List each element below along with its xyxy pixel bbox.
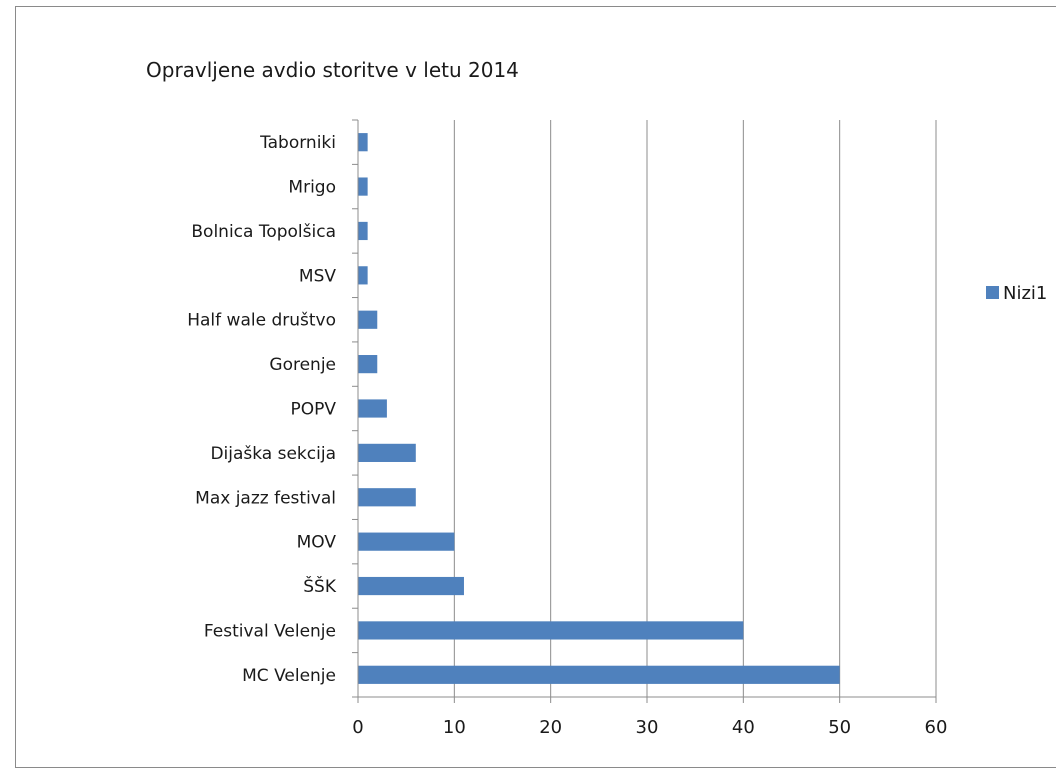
chart-frame (15, 6, 1056, 768)
category-label: ŠŠK (303, 575, 337, 597)
legend-label: Nizi1 (1003, 283, 1047, 304)
x-tick-label: 60 (925, 717, 948, 738)
category-label: Festival Velenje (204, 621, 336, 641)
bar (358, 443, 416, 462)
bar (358, 399, 387, 418)
gridlines (453, 120, 937, 697)
category-label: MC Velenje (242, 666, 336, 686)
bar (358, 532, 455, 551)
x-tick-label: 50 (828, 717, 851, 738)
category-label: Half wale društvo (187, 311, 336, 331)
bar (358, 221, 368, 241)
category-label: POPV (290, 400, 336, 420)
bar (358, 310, 378, 329)
bar (358, 177, 368, 196)
bar (358, 665, 840, 684)
legend-swatch (986, 286, 999, 299)
category-label: Gorenje (269, 355, 336, 375)
bars (358, 133, 840, 684)
bar (358, 355, 378, 374)
category-label: Mrigo (288, 178, 336, 198)
category-labels: MC Velenje Festival Velenje ŠŠK MOV Max jazz… (187, 133, 337, 686)
axes (352, 119, 937, 703)
category-label: Taborniki (259, 133, 336, 153)
legend: Nizi1 (986, 283, 1047, 304)
bar (358, 266, 368, 285)
bar-chart: MC Velenje Festival Velenje ŠŠK MOV Max jazz… (187, 119, 1047, 738)
category-label: Bolnica Topolšica (191, 222, 336, 242)
bar (358, 621, 744, 640)
bar (358, 576, 464, 596)
x-tick-label: 20 (539, 717, 562, 738)
category-label: MOV (297, 533, 337, 553)
x-tick-labels: 0 10 20 30 40 50 60 (352, 717, 947, 738)
x-tick-label: 40 (732, 717, 755, 738)
bar (358, 133, 368, 152)
bar (358, 488, 416, 507)
category-label: Dijaška sekcija (210, 444, 336, 464)
category-label: MSV (299, 266, 336, 286)
x-tick-label: 10 (443, 717, 466, 738)
x-tick-label: 30 (636, 717, 659, 738)
x-tick-label: 0 (352, 717, 363, 738)
chart-title: Opravljene avdio storitve v letu 2014 (146, 58, 519, 82)
category-label: Max jazz festival (195, 488, 336, 508)
